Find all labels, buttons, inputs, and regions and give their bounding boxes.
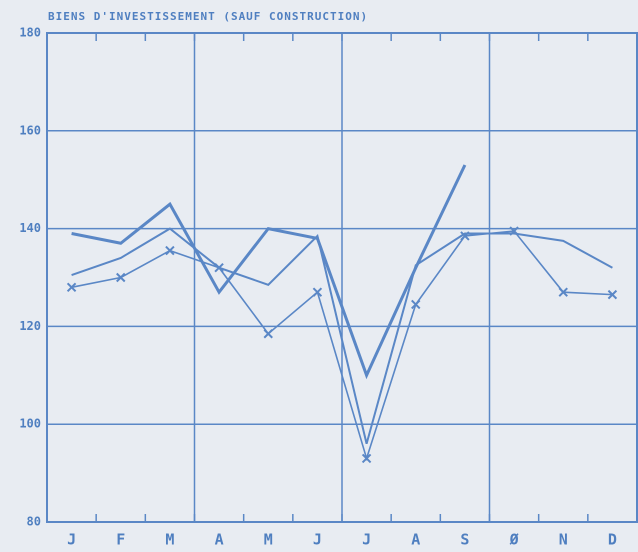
x-tick-label: J [313, 531, 322, 549]
x-tick-label: M [264, 531, 273, 549]
x-tick-label: Ø [509, 531, 519, 549]
point-marker [558, 287, 568, 297]
y-tick-label: 160 [19, 123, 41, 137]
y-tick-label: 180 [19, 26, 41, 40]
x-tick-label: A [215, 531, 224, 549]
x-tick-label: M [165, 531, 174, 549]
point-marker [509, 226, 519, 236]
x-tick-label: J [362, 531, 371, 549]
x-tick-label: S [460, 531, 469, 549]
chart-title: BIENS D'INVESTISSEMENT (SAUF CONSTRUCTIO… [48, 10, 368, 23]
point-marker [361, 453, 372, 464]
point-marker [116, 272, 126, 283]
point-marker [165, 245, 175, 256]
point-marker [460, 231, 470, 241]
x-tick-label: F [116, 531, 125, 549]
x-tick-label: N [559, 531, 568, 549]
x-tick-label: A [411, 531, 420, 549]
y-tick-label: 100 [19, 417, 41, 431]
x-tick-label: J [67, 531, 76, 549]
point-marker [214, 263, 224, 273]
y-tick-label: 140 [19, 221, 41, 235]
series-line [71, 164, 467, 380]
y-tick-label: 80 [27, 515, 41, 529]
point-marker [66, 282, 77, 292]
point-marker [312, 287, 323, 297]
point-marker [263, 329, 273, 339]
series-line [71, 227, 613, 445]
y-tick-label: 120 [19, 319, 41, 333]
series-line [71, 230, 613, 462]
point-marker [411, 299, 421, 310]
x-tick-label: D [608, 531, 617, 549]
point-marker [607, 289, 618, 300]
